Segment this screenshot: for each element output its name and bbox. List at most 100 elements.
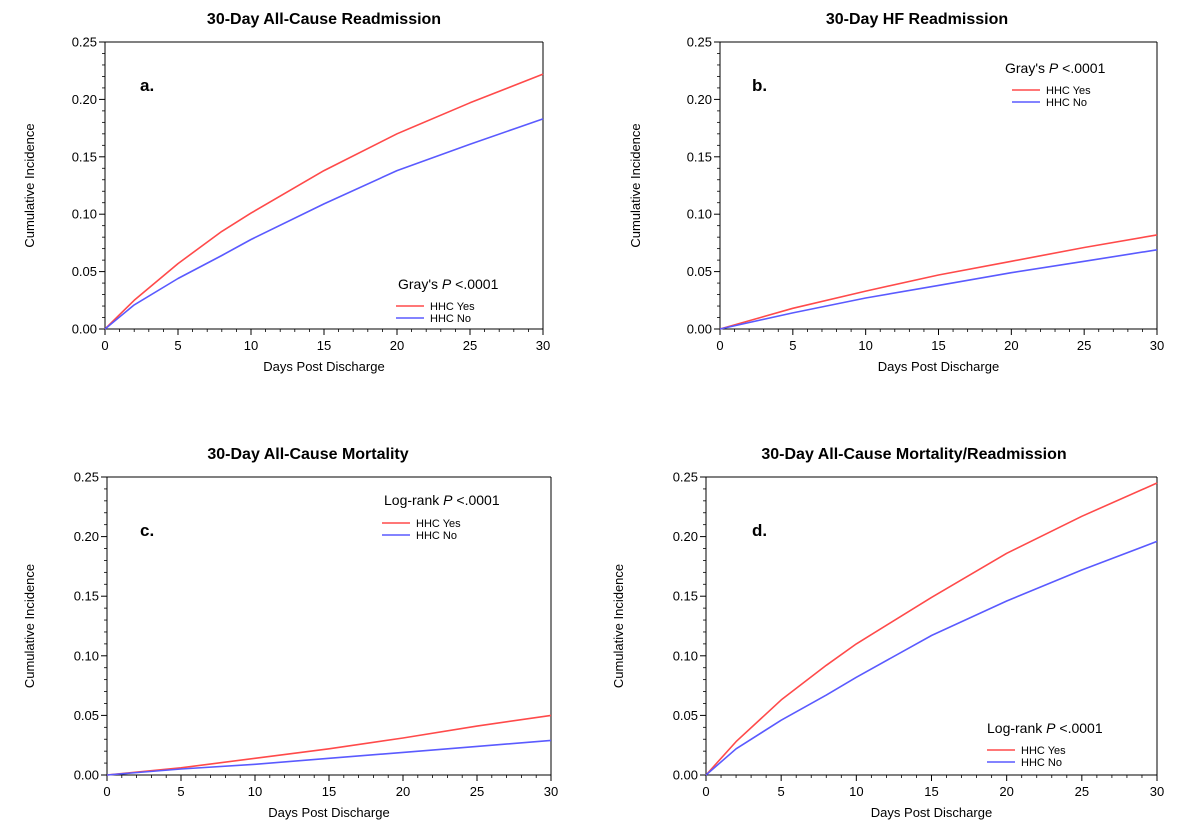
x-tick-label: 5 [174,338,181,353]
y-tick-label: 0.20 [687,92,712,107]
y-tick-label: 0.25 [74,470,99,485]
x-tick-label: 20 [1004,338,1018,353]
y-tick-label: 0.20 [673,529,698,544]
stat-label: Log-rank [384,492,443,508]
chart-panel-4: 30-Day All-Cause Mortality/Readmission 0.… [611,446,1164,820]
legend-label: HHC No [1021,757,1062,769]
x-tick-label: 30 [1150,338,1164,353]
panel-letter: b. [752,76,767,95]
panel-title: 30-Day All-Cause Readmission [207,11,441,28]
y-tick-label: 0.15 [72,149,97,164]
stat-value: <.0001 [453,492,500,508]
x-tick-label: 10 [849,784,863,799]
x-tick-label: 30 [536,338,550,353]
x-tick-label: 5 [778,784,785,799]
x-tick-label: 0 [702,784,709,799]
stat-p: P [1046,720,1056,736]
panel-title: 30-Day All-Cause Mortality [207,446,408,463]
x-axis-label: Days Post Discharge [268,805,389,820]
y-tick-label: 0.25 [687,35,712,50]
x-tick-label: 15 [931,338,945,353]
stat-annotation: Log-rank P <.0001 [384,492,500,508]
y-tick-label: 0.05 [72,264,97,279]
x-tick-label: 25 [1077,338,1091,353]
stat-p: P [1049,60,1059,76]
y-tick-label: 0.05 [74,708,99,723]
legend-label: HHC Yes [1046,85,1091,97]
x-tick-label: 15 [317,338,331,353]
stat-p: P [443,492,453,508]
y-tick-label: 0.00 [74,768,99,783]
x-tick-label: 10 [244,338,258,353]
x-tick-label: 20 [396,784,410,799]
series-line-hhc-no [719,249,1158,330]
y-tick-label: 0.05 [687,264,712,279]
series-line-hhc-no [104,118,544,330]
y-tick-label: 0.10 [74,648,99,663]
x-tick-label: 20 [390,338,404,353]
panel-letter: c. [140,521,154,540]
y-tick-label: 0.10 [673,648,698,663]
y-tick-label: 0.05 [673,708,698,723]
x-tick-label: 0 [103,784,110,799]
legend-label: HHC Yes [1021,745,1066,757]
panel-letter: d. [752,521,767,540]
panel-letter: a. [140,76,154,95]
y-tick-label: 0.00 [72,322,97,337]
y-tick-label: 0.20 [72,92,97,107]
series-line-hhc-yes [719,234,1158,330]
chart-panel-2: 30-Day HF Readmission 0.00 0.05 0.10 0.15 0.2… [628,11,1164,374]
y-tick-label: 0.15 [74,589,99,604]
y-tick-label: 0.10 [72,207,97,222]
y-axis-label: Cumulative Incidence [628,123,643,247]
y-tick-label: 0.15 [673,589,698,604]
legend-label: HHC No [1046,97,1087,109]
y-tick-label: 0.20 [74,529,99,544]
x-tick-label: 25 [1075,784,1089,799]
x-tick-label: 25 [470,784,484,799]
stat-label: Gray's [398,276,442,292]
y-tick-label: 0.25 [72,35,97,50]
y-tick-label: 0.25 [673,470,698,485]
stat-value: <.0001 [1058,60,1105,76]
stat-value: <.0001 [1056,720,1103,736]
series-line-hhc-no [705,540,1158,776]
x-tick-label: 25 [463,338,477,353]
stat-label: Gray's [1005,60,1049,76]
stat-annotation: Log-rank P <.0001 [987,720,1103,736]
y-axis-label: Cumulative Incidence [22,564,37,688]
y-axis-label: Cumulative Incidence [611,564,626,688]
x-tick-label: 0 [716,338,723,353]
x-tick-label: 20 [999,784,1013,799]
stat-value: <.0001 [451,276,498,292]
y-tick-label: 0.00 [687,322,712,337]
panel-title: 30-Day HF Readmission [826,11,1008,28]
legend-label: HHC Yes [430,301,475,313]
x-axis-label: Days Post Discharge [871,805,992,820]
x-tick-label: 15 [322,784,336,799]
series-line-hhc-no [106,739,552,776]
y-tick-label: 0.10 [687,207,712,222]
x-tick-label: 10 [248,784,262,799]
x-tick-label: 30 [544,784,558,799]
series-line-hhc-yes [106,714,552,776]
panel-title: 30-Day All-Cause Mortality/Readmission [761,446,1066,463]
x-axis-label: Days Post Discharge [263,359,384,374]
x-tick-label: 15 [924,784,938,799]
x-tick-label: 30 [1150,784,1164,799]
x-tick-label: 5 [177,784,184,799]
x-tick-label: 0 [101,338,108,353]
x-axis-label: Days Post Discharge [878,359,999,374]
legend-label: HHC No [430,313,471,325]
stat-p: P [442,276,452,292]
chart-panel-3: 30-Day All-Cause Mortality 0.00 0.05 0.10 0.… [22,446,558,820]
y-tick-label: 0.00 [673,768,698,783]
x-tick-label: 10 [858,338,872,353]
legend-label: HHC Yes [416,518,461,530]
stat-label: Log-rank [987,720,1046,736]
